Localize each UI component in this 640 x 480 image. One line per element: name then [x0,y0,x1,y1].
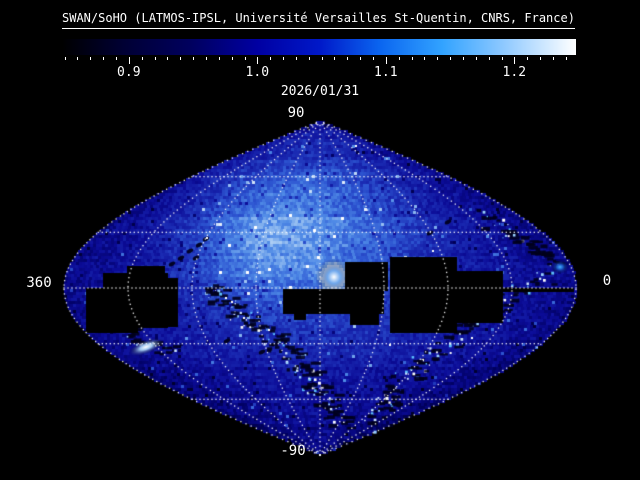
colorbar-minor-tick [475,57,477,60]
colorbar-minor-tick [116,57,117,60]
colorbar-minor-tick [308,57,310,60]
colorbar-minor-tick [231,57,233,60]
colorbar-major-tick [257,57,259,64]
colorbar-minor-tick [360,57,362,60]
colorbar-minor-tick [283,57,284,60]
colorbar-minor-tick [205,57,207,60]
lat-min-label: -90 [280,443,306,459]
colorbar-minor-tick [373,57,374,60]
colorbar-minor-tick [295,57,297,60]
colorbar-minor-tick [167,57,169,60]
colorbar-minor-tick [103,57,105,60]
colorbar-minor-tick [501,57,503,60]
colorbar-major-tick [514,57,516,64]
colorbar-tick-label: 1.1 [374,65,398,80]
colorbar-minor-tick [411,57,413,60]
lon-left-label: 360 [26,275,52,291]
colorbar-minor-tick [552,57,554,60]
colorbar-tick-label: 1.2 [502,65,527,80]
colorbar-major-tick [385,57,387,64]
colorbar-minor-tick [424,57,426,60]
colorbar-minor-tick [437,57,439,60]
colorbar-gradient [62,39,576,55]
colorbar-minor-tick [141,57,143,60]
colorbar-minor-tick [218,57,220,60]
colorbar-minor-tick [527,57,529,60]
colorbar-minor-tick [347,57,349,60]
colorbar-minor-tick [244,57,246,60]
lat-max-label: 90 [287,105,305,121]
colorbar-tick-label: 0.9 [117,65,141,80]
page-title: SWAN/SoHO (LATMOS-IPSL, Université Versa… [62,11,575,29]
colorbar-minor-tick [64,57,66,60]
date-label: 2026/01/31 [280,84,360,99]
colorbar-minor-tick [398,57,400,60]
colorbar-minor-tick [334,57,336,60]
lon-right-label: 0 [602,273,612,289]
colorbar-minor-tick [90,57,92,60]
colorbar-minor-tick [154,57,156,60]
colorbar-minor-tick [540,57,541,60]
colorbar-minor-tick [193,57,195,60]
colorbar-minor-tick [450,57,452,60]
colorbar-tick-label: 1.0 [245,65,270,80]
colorbar-minor-tick [180,57,182,60]
colorbar-major-tick [128,57,130,64]
colorbar-minor-tick [565,57,567,60]
colorbar-minor-tick [270,57,272,60]
colorbar-minor-tick [77,57,79,60]
colorbar-minor-tick [488,57,490,60]
colorbar-minor-tick [462,57,464,60]
colorbar-ticks: 0.9 1.0 1.1 1.2 [0,0,640,100]
colorbar-minor-tick [321,57,323,60]
